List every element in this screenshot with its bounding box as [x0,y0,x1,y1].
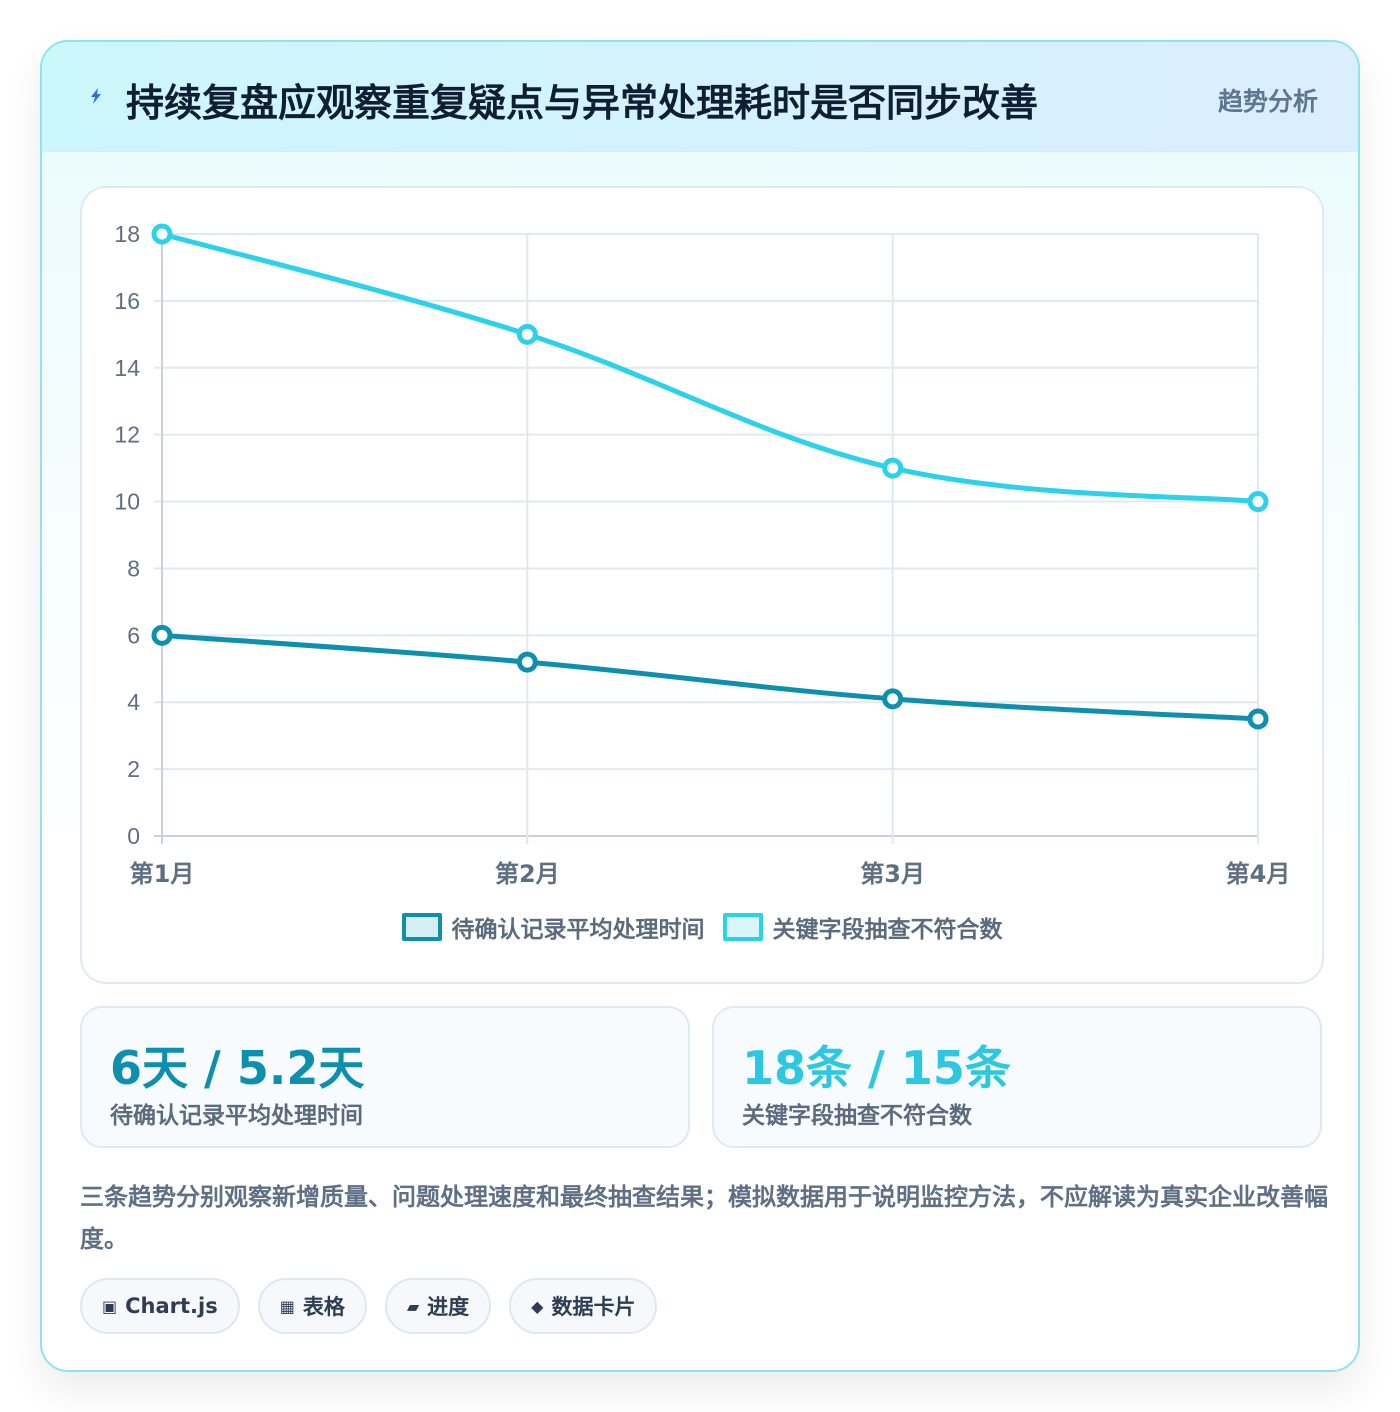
progress-icon: ▰ [406,1296,420,1316]
series-1-point [516,651,538,673]
y-tick-label: 18 [114,221,140,247]
x-tick-label: 第2月 [495,860,560,888]
table-icon: ▦ [279,1296,295,1316]
y-tick-label: 12 [114,422,140,448]
y-tick-label: 10 [114,489,140,515]
chip-label-progress: 进度 [427,1295,470,1319]
stat-card-processing-time: 6天 / 5.2天 待确认记录平均处理时间 [80,1006,690,1148]
x-tick-label: 第4月 [1226,860,1291,888]
chart-legend: 待确认记录平均处理时间 关键字段抽查不符合数 [82,910,1322,944]
series-2-point [1247,491,1269,513]
y-tick-label: 8 [127,555,140,581]
series-1-point [1247,708,1269,730]
y-tick-label: 0 [127,823,140,849]
chip-label-chartjs: Chart.js [125,1294,218,1318]
chip-label-table: 表格 [302,1295,345,1319]
series-1-point [151,624,173,646]
lightning-icon [91,88,101,104]
legend-label-series-2: 关键字段抽查不符合数 [772,917,1003,943]
diamond-icon: ◆ [531,1296,544,1316]
y-tick-label: 14 [114,355,140,381]
legend-swatch-series-1 [401,913,442,941]
y-tick-label: 4 [127,689,140,715]
series-2-point [516,323,538,345]
series-1-point [882,688,904,710]
legend-item-series-2[interactable]: 关键字段抽查不符合数 [722,910,1003,944]
chart-note: 三条趋势分别观察新增质量、问题处理速度和最终抽查结果；模拟数据用于说明监控方法，… [80,1183,1328,1253]
chart-card: 持续复盘应观察重复疑点与异常处理耗时是否同步改善 趋势分析 0 2 4 6 8 10 12 1… [40,40,1360,1372]
header-tag: 趋势分析 [1217,87,1318,116]
stat-value-processing-time: 6天 / 5.2天 [110,1041,365,1095]
chart-panel: 0 2 4 6 8 10 12 14 16 18 第1月 第2月 第3月 第4月 待确认记录平均处理时间 … [80,186,1324,984]
stat-value-nonconformity: 18条 / 15条 [742,1041,1011,1095]
page-title: 持续复盘应观察重复疑点与异常处理耗时是否同步改善 [126,81,1039,125]
x-tick-label: 第1月 [130,860,195,888]
card-header: 持续复盘应观察重复疑点与异常处理耗时是否同步改善 趋势分析 [42,42,1358,152]
line-chart: 0 2 4 6 8 10 12 14 16 18 第1月 第2月 第3月 第4月 [114,221,1291,888]
stat-label-processing-time: 待确认记录平均处理时间 [110,1103,363,1129]
stat-card-nonconformity: 18条 / 15条 关键字段抽查不符合数 [712,1006,1322,1148]
legend-swatch-series-2 [722,913,763,941]
chip-table[interactable]: ▦ 表格 [257,1278,367,1334]
legend-item-series-1[interactable]: 待确认记录平均处理时间 [401,910,705,944]
chart-icon: ▣ [102,1296,118,1316]
series-line-2 [159,231,1261,505]
y-tick-label: 6 [127,622,140,648]
chip-chartjs[interactable]: ▣ Chart.js [80,1278,240,1334]
series-2-point [882,457,904,479]
chip-progress[interactable]: ▰ 进度 [384,1278,492,1334]
series-2-point [151,223,173,245]
series-line-1 [159,632,1261,722]
tech-chips: ▣ Chart.js ▦ 表格 ▰ 进度 ◆ 数据卡片 [80,1278,658,1334]
chip-label-data-card: 数据卡片 [551,1295,636,1319]
y-tick-label: 16 [114,288,140,314]
y-tick-label: 2 [127,756,140,782]
x-tick-label: 第3月 [860,860,925,888]
stat-label-nonconformity: 关键字段抽查不符合数 [742,1103,972,1129]
chip-data-card[interactable]: ◆ 数据卡片 [509,1278,658,1334]
legend-label-series-1: 待确认记录平均处理时间 [451,917,705,943]
